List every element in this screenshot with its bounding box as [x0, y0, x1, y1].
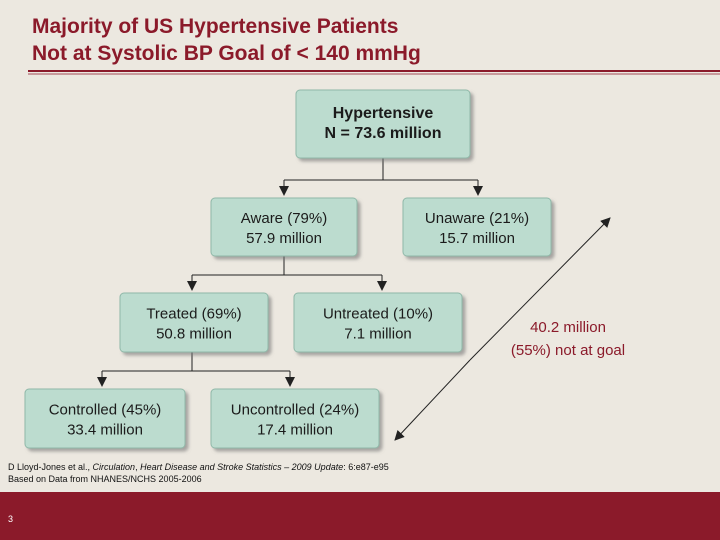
nodes: Hypertensive N = 73.6 million Aware (79%) 5…	[24, 89, 552, 449]
node-box	[293, 292, 463, 353]
node-box	[24, 388, 186, 449]
node-box	[402, 197, 552, 257]
node-label: 50.8 million	[156, 326, 232, 343]
node-label: 57.9 million	[246, 230, 322, 247]
citation-part: : 6:e87-e95	[343, 462, 389, 472]
node-box	[295, 89, 471, 159]
citation-part: D Lloyd-Jones et al.,	[8, 462, 93, 472]
node-label: Controlled (45%)	[49, 402, 162, 419]
footer-bar	[0, 492, 720, 540]
citation-part: Circulation	[93, 462, 136, 472]
title-line: Majority of US Hypertensive Patients	[32, 15, 398, 38]
citation-part: ,	[135, 462, 140, 472]
node-label: 7.1 million	[344, 326, 412, 343]
citation: Based on Data from NHANES/NCHS 2005-2006	[8, 474, 202, 484]
node-label: Uncontrolled (24%)	[231, 402, 359, 419]
node-label: Treated (69%)	[146, 306, 241, 323]
node-label: 17.4 million	[257, 422, 333, 439]
page-number: 3	[8, 514, 13, 524]
node-label: Aware (79%)	[241, 210, 327, 227]
node-label: 15.7 million	[439, 230, 515, 247]
node-label: Untreated (10%)	[323, 306, 433, 323]
annotation: (55%) not at goal	[511, 342, 625, 359]
citation-part: Heart Disease and Stroke Statistics – 20…	[140, 462, 343, 472]
title-line: Not at Systolic BP Goal of < 140 mmHg	[32, 42, 421, 65]
node-box	[210, 197, 358, 257]
node-label: Hypertensive	[333, 105, 434, 122]
annotation: 40.2 million	[530, 319, 606, 336]
node-box	[119, 292, 269, 353]
node-label: 33.4 million	[67, 422, 143, 439]
connectors	[97, 158, 611, 441]
node-box	[210, 388, 380, 449]
node-label: N = 73.6 million	[325, 125, 442, 142]
node-label: Unaware (21%)	[425, 210, 529, 227]
citation: D Lloyd-Jones et al., Circulation, Heart…	[8, 462, 389, 472]
